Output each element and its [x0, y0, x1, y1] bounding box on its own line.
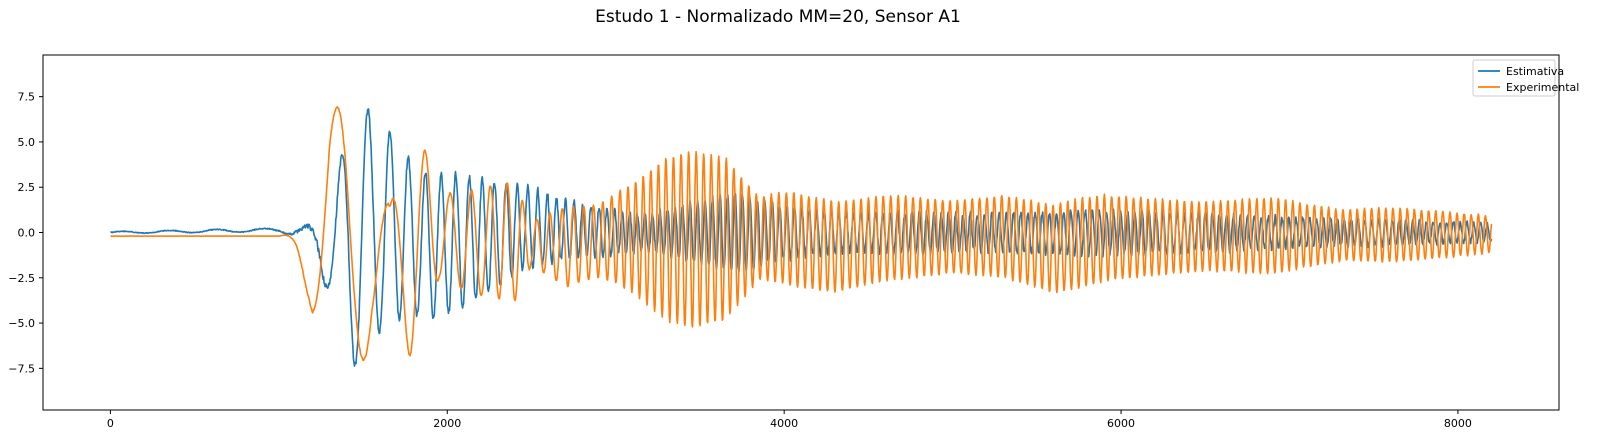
y-tick-label: 0.0	[18, 227, 36, 240]
x-tick-label: 0	[107, 417, 114, 430]
y-tick-label: −5.0	[8, 317, 35, 330]
legend: Estimativa Experimental	[1472, 59, 1579, 97]
y-tick-label: 7.5	[18, 91, 36, 104]
x-tick-label: 8000	[1444, 417, 1472, 430]
x-tick-label: 2000	[433, 417, 461, 430]
x-tick-label: 6000	[1107, 417, 1135, 430]
y-tick-label: −2.5	[8, 272, 35, 285]
x-axis: 0 2000 4000 6000 8000	[107, 410, 1472, 430]
series-line-experimental	[110, 106, 1493, 362]
x-tick-label: 4000	[770, 417, 798, 430]
legend-entry: Experimental	[1506, 81, 1579, 94]
chart-title: Estudo 1 - Normalizado MM=20, Sensor A1	[595, 7, 961, 27]
y-tick-label: 5.0	[18, 136, 36, 149]
legend-entry: Estimativa	[1506, 65, 1564, 78]
series-layer	[110, 106, 1493, 367]
y-tick-label: 2.5	[18, 181, 36, 194]
y-axis: −7.5 −5.0 −2.5 0.0 2.5 5.0 7.5	[8, 91, 43, 375]
y-tick-label: −7.5	[8, 362, 35, 375]
